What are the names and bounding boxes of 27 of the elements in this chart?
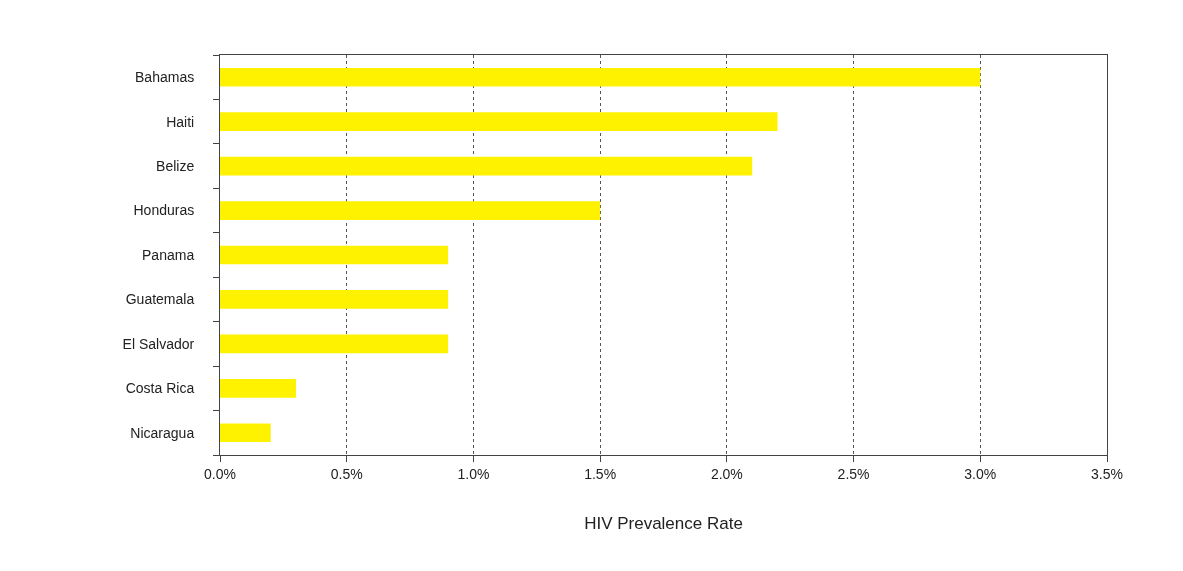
y-tick-label: Panama — [142, 246, 195, 263]
x-tick-label: 0.0% — [204, 465, 236, 482]
y-tick-label: Bahamas — [135, 69, 195, 86]
y-tick-label: Guatemala — [125, 291, 195, 308]
bar — [220, 67, 981, 87]
y-tick-label: Belize — [156, 158, 195, 175]
bar — [220, 156, 753, 176]
x-axis-title: HIV Prevalence Rate — [584, 514, 743, 534]
bar — [220, 201, 601, 220]
x-tick-label: 3.0% — [964, 465, 997, 482]
y-tick-label: Costa Rica — [125, 380, 195, 397]
bar — [220, 379, 297, 398]
x-tick-label: 1.0% — [457, 465, 490, 482]
y-tick-label: Nicaragua — [130, 424, 195, 441]
bar — [220, 334, 449, 354]
x-tick-label: 2.5% — [837, 465, 870, 482]
bar — [220, 112, 778, 131]
bar — [220, 290, 449, 309]
x-tick-label: 3.5% — [1091, 465, 1123, 482]
bar — [220, 245, 449, 265]
bar — [220, 423, 271, 443]
y-tick-label: El Salvador — [122, 335, 195, 352]
x-tick-label: 1.5% — [584, 465, 617, 482]
x-tick-label: 0.5% — [330, 465, 363, 482]
y-tick-label: Honduras — [133, 202, 195, 219]
y-tick-label: Haiti — [166, 113, 195, 130]
x-tick-label: 2.0% — [710, 465, 743, 482]
